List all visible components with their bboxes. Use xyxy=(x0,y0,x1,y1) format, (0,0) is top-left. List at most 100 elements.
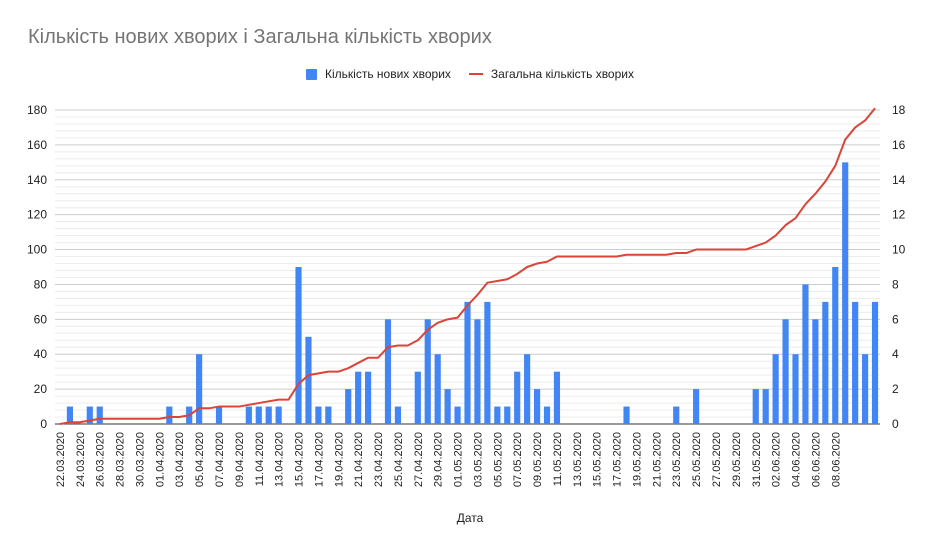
bar[interactable] xyxy=(196,354,203,424)
bar[interactable] xyxy=(464,301,471,424)
x-tick-label: 03.05.2020 xyxy=(472,432,484,487)
bar[interactable] xyxy=(305,336,312,424)
right-tick-label: 14 xyxy=(892,173,906,187)
bar[interactable] xyxy=(295,267,302,424)
bar[interactable] xyxy=(484,301,491,424)
bar[interactable] xyxy=(355,371,362,424)
bar[interactable] xyxy=(275,406,282,424)
left-tick-label: 180 xyxy=(27,103,47,117)
bar[interactable] xyxy=(862,354,869,424)
x-tick-label: 17.05.2020 xyxy=(612,432,624,487)
x-tick-label: 07.05.2020 xyxy=(512,432,524,487)
bar[interactable] xyxy=(474,319,481,424)
bar[interactable] xyxy=(504,406,511,424)
x-tick-label: 26.03.2020 xyxy=(95,432,107,487)
bar[interactable] xyxy=(772,354,779,424)
bar[interactable] xyxy=(673,406,680,424)
bar[interactable] xyxy=(782,319,789,424)
x-tick-label: 06.06.2020 xyxy=(810,432,822,487)
bar[interactable] xyxy=(852,301,859,424)
right-tick-label: 8 xyxy=(892,277,899,291)
x-tick-label: 15.05.2020 xyxy=(592,432,604,487)
bar[interactable] xyxy=(265,406,272,424)
bar[interactable] xyxy=(514,371,521,424)
x-tick-label: 11.05.2020 xyxy=(552,432,564,486)
bar[interactable] xyxy=(762,389,769,424)
left-tick-label: 160 xyxy=(27,138,47,152)
x-tick-label: 01.05.2020 xyxy=(453,432,465,487)
bar[interactable] xyxy=(812,319,819,424)
bar[interactable] xyxy=(693,389,700,424)
x-tick-label: 23.05.2020 xyxy=(671,432,683,487)
bar[interactable] xyxy=(365,371,372,424)
right-tick-label: 18 xyxy=(892,103,906,117)
bar[interactable] xyxy=(315,406,322,424)
legend-label-total-cases: Загальна кількість хворих xyxy=(490,67,634,81)
bar[interactable] xyxy=(454,406,461,424)
bar[interactable] xyxy=(802,284,809,424)
x-tick-label: 01.04.2020 xyxy=(154,432,166,487)
left-axis-ticks: 0 20 40 60 80 100 120 140 160 180 xyxy=(27,103,47,431)
bar[interactable] xyxy=(623,406,630,424)
x-tick-label: 08.06.2020 xyxy=(830,432,842,487)
bar[interactable] xyxy=(524,354,531,424)
x-tick-label: 09.05.2020 xyxy=(532,432,544,487)
x-tick-label: 27.04.2020 xyxy=(413,432,425,487)
bar[interactable] xyxy=(424,319,431,424)
x-tick-label: 02.06.2020 xyxy=(771,432,783,487)
bar[interactable] xyxy=(752,389,759,424)
x-tick-label: 21.05.2020 xyxy=(651,432,663,487)
right-axis-ticks: 0 2 4 6 8 10 12 14 16 18 xyxy=(892,103,906,431)
x-tick-label: 25.05.2020 xyxy=(691,432,703,487)
x-tick-label: 04.06.2020 xyxy=(791,432,803,487)
x-axis-ticks: 22.03.2020 24.03.2020 26.03.2020 28.03.2020… xyxy=(55,432,842,487)
total-cases-line[interactable] xyxy=(59,107,876,425)
bar[interactable] xyxy=(553,371,561,424)
bar[interactable] xyxy=(96,406,103,424)
x-tick-label: 05.05.2020 xyxy=(492,432,504,487)
bar[interactable] xyxy=(832,267,839,424)
bar[interactable] xyxy=(345,389,352,424)
x-tick-label: 29.05.2020 xyxy=(731,432,743,487)
bar[interactable] xyxy=(245,406,252,424)
x-tick-label: 25.04.2020 xyxy=(393,432,405,487)
bar[interactable] xyxy=(822,301,829,424)
bar[interactable] xyxy=(533,389,541,424)
legend-item-new-cases[interactable]: Кількість нових хворих xyxy=(306,67,451,81)
x-tick-label: 15.04.2020 xyxy=(294,432,306,487)
bar[interactable] xyxy=(66,406,73,424)
bar[interactable] xyxy=(494,406,501,424)
bar[interactable] xyxy=(215,406,223,424)
legend-swatch-bar xyxy=(306,68,317,80)
bar[interactable] xyxy=(255,406,262,424)
bar[interactable] xyxy=(871,301,879,424)
bar[interactable] xyxy=(394,406,402,424)
bar[interactable] xyxy=(434,354,441,424)
x-tick-label: 11.04.2020 xyxy=(254,432,266,486)
bar[interactable] xyxy=(166,406,173,424)
bar[interactable] xyxy=(543,406,551,424)
bar[interactable] xyxy=(384,319,392,424)
x-tick-label: 05.04.2020 xyxy=(194,432,206,487)
legend-swatch-line xyxy=(468,73,483,75)
x-axis-label: Дата xyxy=(457,511,484,525)
x-tick-label: 29.04.2020 xyxy=(433,432,445,487)
bar[interactable] xyxy=(86,406,93,424)
left-tick-label: 20 xyxy=(34,382,48,396)
left-tick-label: 120 xyxy=(27,208,47,222)
x-tick-label: 22.03.2020 xyxy=(55,432,67,487)
right-tick-label: 4 xyxy=(892,347,899,361)
bar[interactable] xyxy=(414,371,421,424)
left-tick-label: 0 xyxy=(40,417,47,431)
bar[interactable] xyxy=(444,389,451,424)
left-tick-label: 80 xyxy=(34,277,48,291)
x-tick-label: 28.03.2020 xyxy=(115,432,127,487)
bar[interactable] xyxy=(792,354,799,424)
bar[interactable] xyxy=(842,162,849,425)
x-tick-label: 21.04.2020 xyxy=(353,432,365,487)
x-tick-label: 13.05.2020 xyxy=(572,432,584,487)
x-tick-label: 03.04.2020 xyxy=(174,432,186,487)
legend-item-total-cases[interactable]: Загальна кількість хворих xyxy=(468,67,634,81)
bar[interactable] xyxy=(325,406,332,424)
